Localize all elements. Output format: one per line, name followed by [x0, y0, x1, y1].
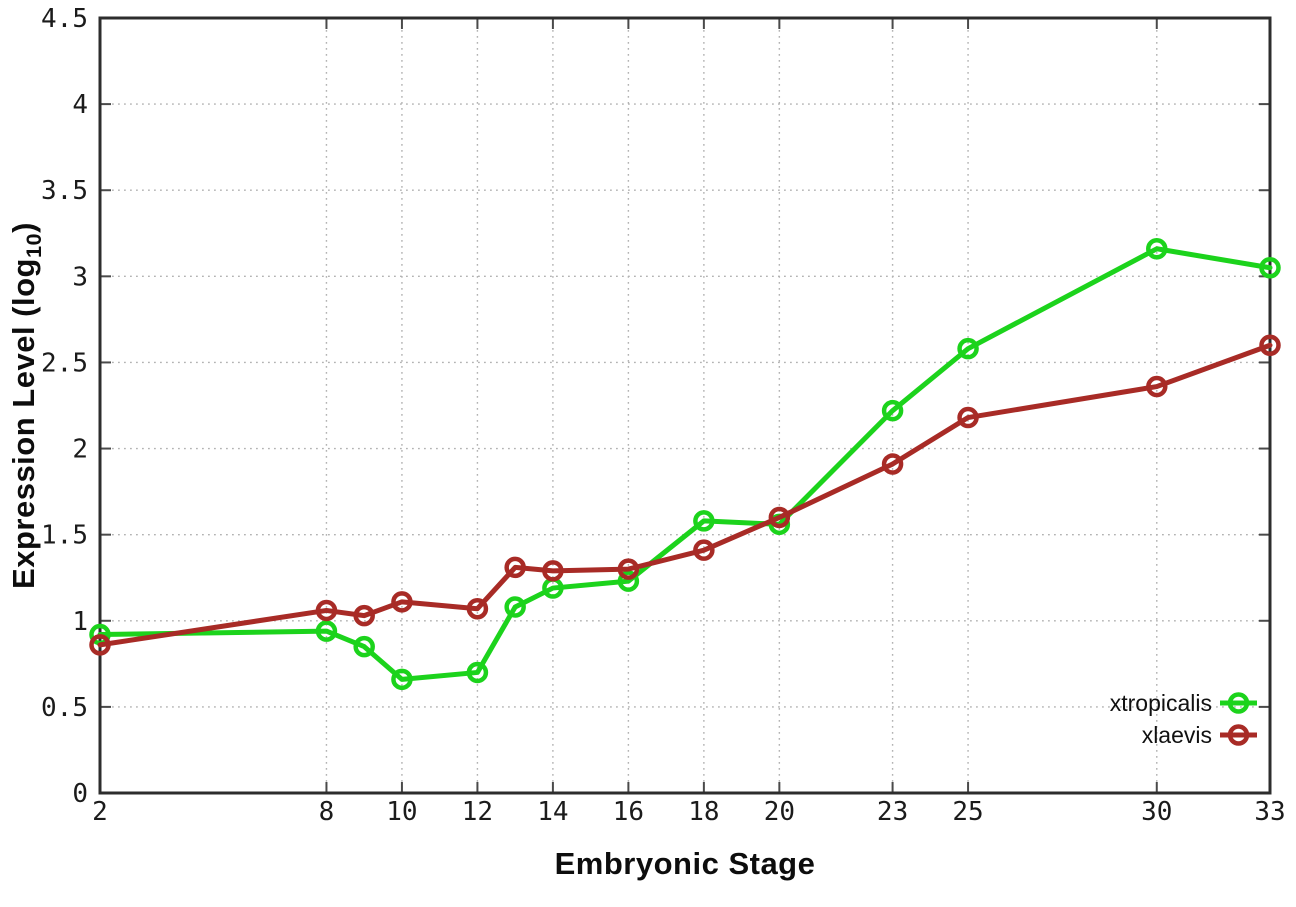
y-tick-label: 3.5 — [41, 176, 88, 206]
y-tick-label: 0 — [72, 779, 88, 809]
y-tick-label: 4 — [72, 90, 88, 120]
legend-label-xtropicalis: xtropicalis — [1110, 690, 1212, 716]
x-tick-label: 16 — [613, 797, 644, 827]
y-tick-label: 1.5 — [41, 521, 88, 551]
x-tick-label: 20 — [764, 797, 795, 827]
x-axis-title: Embryonic Stage — [554, 846, 816, 881]
data-point-xtropicalis — [315, 620, 338, 642]
legend-sample-marker-xlaevis — [1227, 724, 1250, 746]
data-point-xtropicalis — [617, 570, 640, 592]
data-point-xlaevis — [768, 506, 791, 529]
data-point-xlaevis — [353, 604, 375, 627]
data-point-xlaevis — [391, 591, 413, 613]
x-tick-label: 10 — [386, 797, 417, 827]
x-tick-label: 12 — [462, 797, 493, 827]
data-point-xtropicalis — [1146, 238, 1168, 260]
x-tick-label: 23 — [877, 797, 908, 827]
y-tick-label: 4.5 — [41, 4, 88, 34]
x-tick-label: 18 — [688, 797, 719, 827]
data-point-xtropicalis — [391, 668, 413, 691]
x-tick-label: 30 — [1141, 797, 1172, 827]
y-tick-label: 2.5 — [41, 348, 88, 378]
data-point-xlaevis — [881, 453, 904, 475]
y-axis-title-subscript: 10 — [21, 232, 47, 259]
data-point-xlaevis — [617, 558, 640, 580]
y-axis-title-text: Expression Level (log — [6, 258, 41, 589]
series-line-xtropicalis — [97, 246, 1273, 682]
y-tick-label: 2 — [72, 435, 88, 465]
data-point-xlaevis — [693, 539, 715, 561]
y-axis-title: Expression Level (log10) — [6, 18, 47, 793]
series-line-xlaevis — [97, 342, 1273, 648]
data-point-xlaevis — [1259, 334, 1281, 356]
y-axis-title-suffix: ) — [6, 222, 41, 233]
legend-sample-marker-xtropicalis — [1227, 692, 1250, 714]
data-point-xlaevis — [542, 560, 564, 582]
y-tick-label: 0.5 — [41, 693, 88, 723]
data-point-xlaevis — [957, 406, 979, 429]
data-point-xtropicalis — [466, 661, 489, 684]
data-point-xlaevis — [466, 597, 489, 620]
data-point-xlaevis — [89, 634, 111, 656]
x-tick-label: 14 — [537, 797, 568, 827]
y-tick-label: 1 — [72, 607, 88, 637]
x-tick-label: 25 — [952, 797, 983, 827]
data-point-xlaevis — [504, 556, 526, 579]
data-point-xtropicalis — [693, 510, 715, 532]
data-point-xtropicalis — [957, 337, 979, 360]
data-point-xtropicalis — [881, 399, 904, 422]
x-tick-label: 2 — [92, 797, 108, 827]
plot-border — [98, 16, 1272, 795]
data-point-xtropicalis — [353, 635, 375, 658]
data-point-xtropicalis — [504, 596, 526, 618]
legend-label-xlaevis: xlaevis — [1142, 722, 1212, 748]
y-tick-label: 3 — [72, 262, 88, 292]
x-tick-label: 8 — [319, 797, 335, 827]
x-tick-label: 33 — [1254, 797, 1285, 827]
data-point-xlaevis — [315, 599, 338, 622]
data-point-xlaevis — [1146, 375, 1168, 398]
data-point-xtropicalis — [1259, 256, 1281, 279]
